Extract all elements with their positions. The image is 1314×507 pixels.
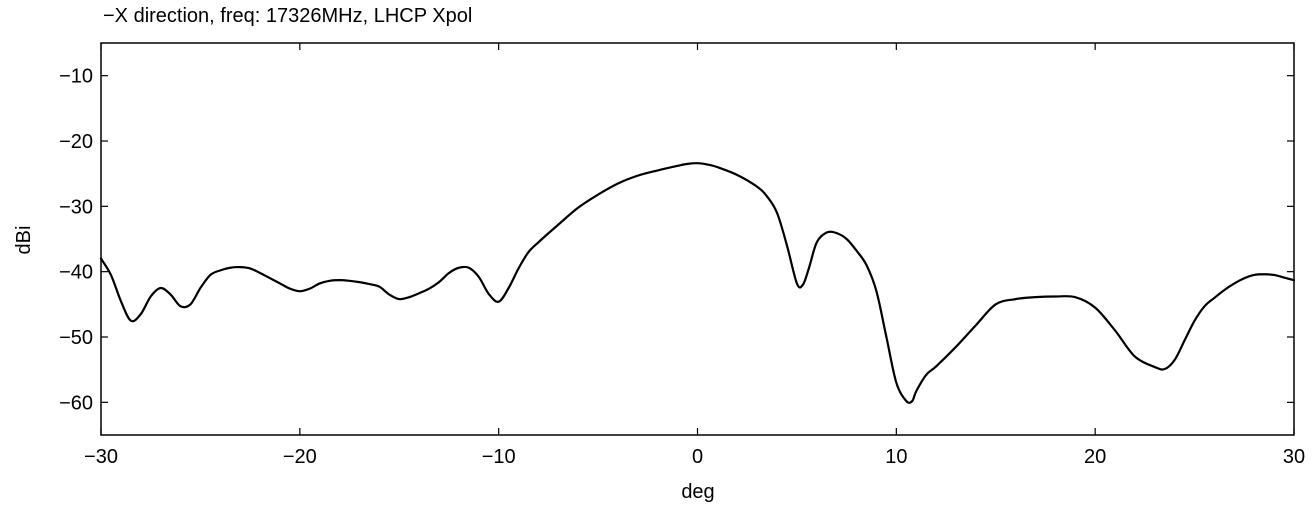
x-axis: −30 −20 −10 0 10 20 30 (84, 43, 1305, 468)
x-tick-label: 0 (692, 446, 703, 468)
x-tick-label: 10 (885, 446, 907, 468)
y-tick-label: −50 (59, 327, 93, 349)
x-axis-label: deg (681, 481, 714, 503)
series-line (99, 162, 1296, 404)
x-tick-label: −20 (283, 446, 317, 468)
x-tick-label: 20 (1084, 446, 1106, 468)
chart-title: −X direction, freq: 17326MHz, LHCP Xpol (103, 5, 472, 27)
x-tick-label: 30 (1283, 446, 1305, 468)
y-tick-label: −20 (59, 131, 93, 153)
y-tick-label: −30 (59, 196, 93, 218)
x-tick-label: −30 (84, 446, 118, 468)
x-tick-label: −10 (482, 446, 516, 468)
y-axis: −10 −20 −30 −40 −50 −60 (59, 66, 1294, 414)
plot-area-frame (100, 42, 1295, 436)
y-tick-label: −10 (59, 66, 93, 88)
y-tick-label: −40 (59, 262, 93, 284)
y-tick-label: −60 (59, 392, 93, 414)
y-axis-label: dBi (13, 226, 35, 255)
